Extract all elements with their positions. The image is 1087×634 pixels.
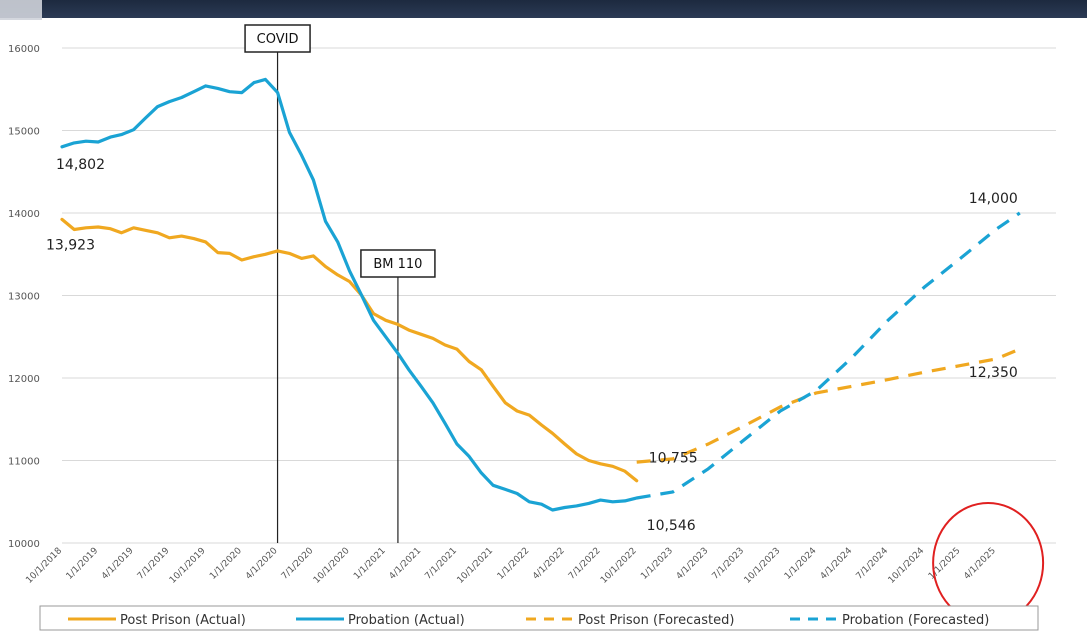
x-tick-label: 4/1/2021 xyxy=(388,546,424,582)
x-tick-label: 10/1/2021 xyxy=(456,546,496,586)
y-tick-label: 15000 xyxy=(8,127,40,138)
x-tick-label: 7/1/2024 xyxy=(855,546,891,582)
x-tick-label: 10/1/2018 xyxy=(24,546,64,586)
x-tick-label: 10/1/2019 xyxy=(168,546,208,586)
x-tick-label: 1/1/2023 xyxy=(639,546,675,582)
x-tick-label: 1/1/2024 xyxy=(783,546,819,582)
series-line xyxy=(636,211,1021,500)
x-tick-label: 4/1/2022 xyxy=(531,546,567,582)
y-tick-label: 10000 xyxy=(8,539,40,550)
x-tick-label: 1/1/2022 xyxy=(496,546,532,582)
x-tick-label: 10/1/2020 xyxy=(312,546,352,586)
x-tick-label: 4/1/2020 xyxy=(244,546,280,582)
data-label: 14,000 xyxy=(969,191,1018,207)
y-tick-label: 11000 xyxy=(8,457,40,468)
y-tick-label: 16000 xyxy=(8,44,40,55)
x-tick-label: 1/1/2021 xyxy=(352,546,388,582)
series-line xyxy=(60,77,639,512)
data-label: 14,802 xyxy=(56,157,105,173)
x-tick-label: 7/1/2022 xyxy=(567,546,603,582)
series-line xyxy=(636,347,1021,464)
x-tick-label: 4/1/2023 xyxy=(675,546,711,582)
series-line xyxy=(60,217,639,483)
annotation-label: BM 110 xyxy=(373,257,422,272)
x-tick-label: 7/1/2019 xyxy=(136,546,172,582)
legend-label: Probation (Forecasted) xyxy=(842,613,989,628)
legend-label: Probation (Actual) xyxy=(348,613,465,628)
x-tick-label: 10/1/2023 xyxy=(743,546,783,586)
x-tick-label: 10/1/2024 xyxy=(887,546,927,586)
annotation-label: COVID xyxy=(257,32,299,47)
x-tick-label: 10/1/2022 xyxy=(599,546,639,586)
legend-label: Post Prison (Forecasted) xyxy=(578,613,734,628)
x-tick-label: 1/1/2020 xyxy=(208,546,244,582)
x-tick-label: 7/1/2021 xyxy=(423,546,459,582)
y-tick-label: 13000 xyxy=(8,292,40,303)
x-tick-label: 4/1/2025 xyxy=(962,546,998,582)
data-label: 13,923 xyxy=(46,237,95,253)
x-tick-label: 4/1/2019 xyxy=(100,546,136,582)
data-label: 10,755 xyxy=(649,451,698,467)
data-label: 10,546 xyxy=(647,518,696,534)
legend-box xyxy=(39,605,1039,631)
y-tick-label: 12000 xyxy=(8,374,40,385)
y-tick-label: 14000 xyxy=(8,209,40,220)
x-tick-label: 1/1/2019 xyxy=(65,546,101,582)
logo-mark xyxy=(0,0,42,20)
annotation-box xyxy=(360,249,436,278)
data-label: 12,350 xyxy=(969,365,1018,381)
header-bar xyxy=(0,0,1087,18)
legend-label: Post Prison (Actual) xyxy=(120,613,246,628)
x-tick-label: 7/1/2023 xyxy=(711,546,747,582)
x-tick-label: 4/1/2024 xyxy=(819,546,855,582)
annotation-box xyxy=(244,24,311,53)
x-tick-label: 7/1/2020 xyxy=(280,546,316,582)
